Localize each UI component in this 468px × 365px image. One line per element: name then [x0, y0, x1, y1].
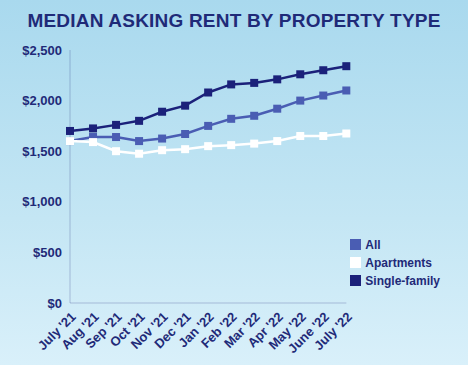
svg-text:$1,500: $1,500	[22, 144, 62, 159]
svg-text:Sep '21: Sep '21	[82, 309, 125, 352]
svg-text:Oct '21: Oct '21	[106, 309, 148, 350]
svg-text:$1,000: $1,000	[22, 194, 62, 209]
html-text:All: All	[365, 238, 381, 252]
svg-text:Aug '21: Aug '21	[58, 309, 102, 353]
svg-text:$500: $500	[33, 245, 62, 260]
html-text:Apartments: Apartments	[365, 256, 432, 270]
svg-text:June '22: June '22	[284, 309, 332, 357]
html-text:MEDIAN ASKING RENT BY PROPERTY: MEDIAN ASKING RENT BY PROPERTY TYPE	[27, 10, 441, 31]
svg-text:Feb '22: Feb '22	[197, 309, 240, 351]
svg-text:$0: $0	[48, 296, 62, 311]
svg-text:$2,000: $2,000	[22, 93, 62, 108]
svg-text:July '22: July '22	[311, 309, 355, 353]
svg-text:Jan '22: Jan '22	[175, 309, 217, 351]
svg-text:July '21: July '21	[34, 309, 79, 353]
svg-text:Apr '22: Apr '22	[244, 309, 286, 351]
svg-text:Nov '21: Nov '21	[127, 309, 171, 352]
svg-text:$2,500: $2,500	[22, 43, 62, 58]
svg-text:Mar '22: Mar '22	[220, 309, 263, 351]
svg-text:Dec '21: Dec '21	[151, 309, 194, 352]
svg-text:May '22: May '22	[265, 309, 309, 353]
html-text:Single-family: Single-family	[365, 274, 440, 288]
